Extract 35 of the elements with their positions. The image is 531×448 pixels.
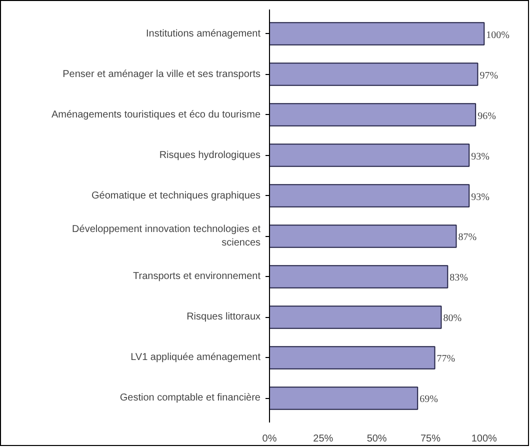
bar	[270, 144, 470, 167]
y-tick-label: Institutions aménagement	[146, 28, 261, 40]
y-tick-label: Penser et aménager la ville et ses transports	[62, 68, 261, 80]
y-tick-label: Risques littoraux	[186, 312, 260, 323]
bar	[270, 103, 476, 126]
bar	[270, 346, 436, 370]
data-label: 93%	[471, 192, 490, 203]
bar	[270, 386, 418, 410]
bar	[270, 224, 457, 248]
data-label: 96%	[478, 110, 496, 122]
x-tick-label: 0%	[262, 434, 277, 444]
bar	[270, 22, 485, 46]
x-tick-label: 50%	[366, 434, 387, 444]
data-label: 69%	[420, 394, 438, 406]
y-tick-label: Gestion comptable et financière	[120, 392, 261, 404]
data-label: 77%	[436, 354, 456, 365]
x-tick-label: 100%	[471, 434, 498, 444]
y-tick-label: Géomatique et techniques graphiques	[91, 190, 261, 202]
data-label: 100%	[486, 30, 510, 41]
x-tick-label: 25%	[313, 434, 334, 444]
bar	[270, 265, 448, 288]
y-tick-label: LV1 appliquée aménagement	[130, 352, 261, 364]
bar	[270, 62, 478, 86]
data-label: 93%	[471, 151, 490, 162]
y-tick-label: Développement innovation technologies et sciences	[72, 224, 261, 248]
x-tick-label: 75%	[420, 434, 441, 444]
y-tick-label: Risques hydrologiques	[159, 150, 260, 161]
bar	[270, 184, 470, 208]
data-label: 87%	[458, 232, 477, 244]
data-label: 80%	[443, 313, 462, 324]
y-tick-label: Transports et environnement	[133, 271, 261, 282]
data-label: 83%	[450, 272, 468, 284]
bar	[270, 306, 442, 329]
y-tick-label: Aménagements touristiques et éco du tourisme	[52, 109, 261, 120]
data-label: 97%	[480, 70, 498, 82]
